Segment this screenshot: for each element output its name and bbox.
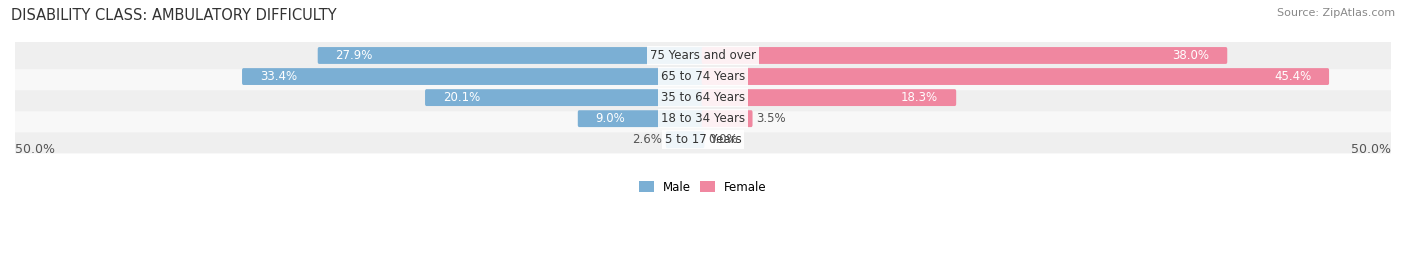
FancyBboxPatch shape — [13, 63, 1393, 90]
Text: 38.0%: 38.0% — [1173, 49, 1209, 62]
Text: 65 to 74 Years: 65 to 74 Years — [661, 70, 745, 83]
FancyBboxPatch shape — [702, 110, 752, 127]
FancyBboxPatch shape — [242, 68, 704, 85]
Text: 3.5%: 3.5% — [756, 112, 786, 125]
Text: 45.4%: 45.4% — [1274, 70, 1312, 83]
FancyBboxPatch shape — [318, 47, 704, 64]
Text: 20.1%: 20.1% — [443, 91, 481, 104]
Text: 0.0%: 0.0% — [709, 133, 738, 146]
Text: 18 to 34 Years: 18 to 34 Years — [661, 112, 745, 125]
Legend: Male, Female: Male, Female — [634, 176, 772, 198]
FancyBboxPatch shape — [578, 110, 704, 127]
Text: 9.0%: 9.0% — [596, 112, 626, 125]
Text: 35 to 64 Years: 35 to 64 Years — [661, 91, 745, 104]
FancyBboxPatch shape — [702, 47, 1227, 64]
FancyBboxPatch shape — [425, 89, 704, 106]
FancyBboxPatch shape — [13, 105, 1393, 132]
FancyBboxPatch shape — [666, 131, 704, 148]
Text: 2.6%: 2.6% — [631, 133, 662, 146]
Text: 75 Years and over: 75 Years and over — [650, 49, 756, 62]
FancyBboxPatch shape — [13, 42, 1393, 69]
Text: 50.0%: 50.0% — [1351, 143, 1391, 156]
FancyBboxPatch shape — [13, 84, 1393, 111]
Text: DISABILITY CLASS: AMBULATORY DIFFICULTY: DISABILITY CLASS: AMBULATORY DIFFICULTY — [11, 8, 337, 23]
Text: 5 to 17 Years: 5 to 17 Years — [665, 133, 741, 146]
FancyBboxPatch shape — [702, 68, 1329, 85]
Text: 18.3%: 18.3% — [901, 91, 938, 104]
Text: 50.0%: 50.0% — [15, 143, 55, 156]
Text: 33.4%: 33.4% — [260, 70, 297, 83]
FancyBboxPatch shape — [702, 89, 956, 106]
Text: Source: ZipAtlas.com: Source: ZipAtlas.com — [1277, 8, 1395, 18]
Text: 27.9%: 27.9% — [336, 49, 373, 62]
FancyBboxPatch shape — [13, 126, 1393, 153]
